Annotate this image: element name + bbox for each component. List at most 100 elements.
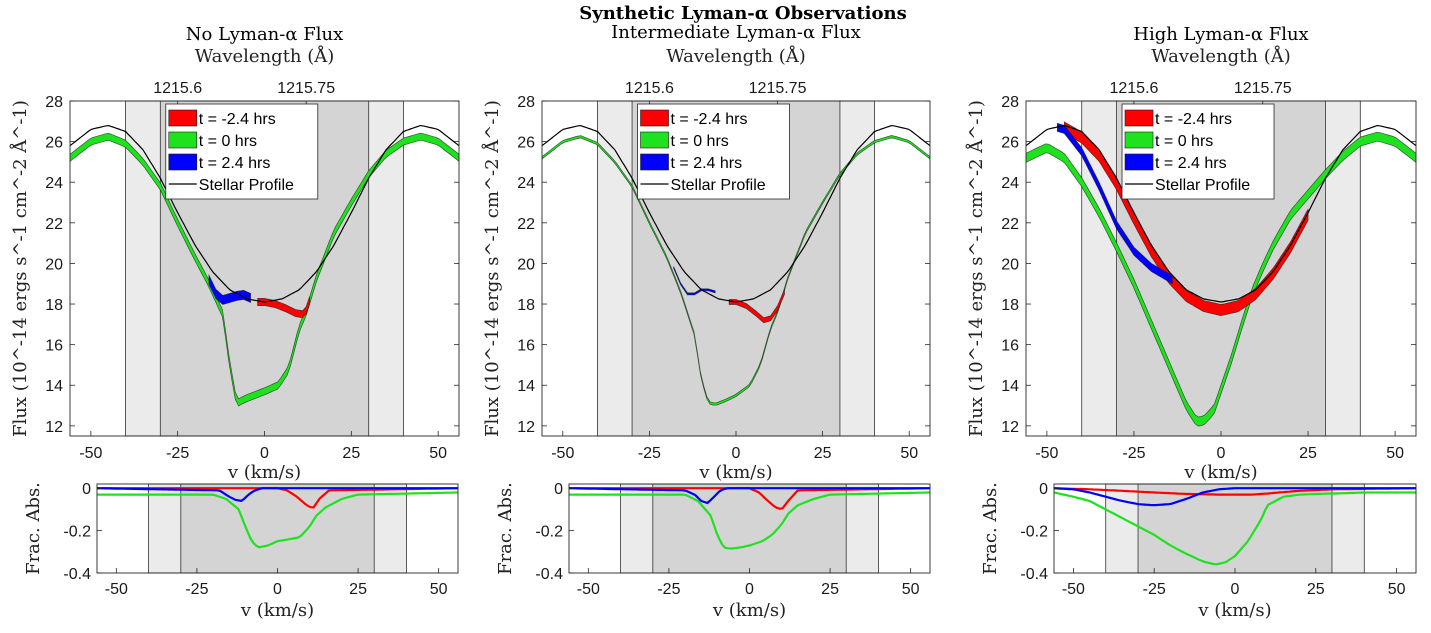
x-axis-label: v (km/s)	[1183, 462, 1257, 483]
frac-y-tick-label: -0.4	[1020, 566, 1048, 583]
top-axis-label: Wavelength (Å)	[1151, 45, 1291, 67]
legend-label: t = 2.4 hrs	[671, 155, 743, 172]
main-plot-area	[1026, 121, 1416, 427]
legend-swatch	[1124, 109, 1154, 127]
y-tick-label: 18	[45, 297, 63, 314]
legend: t = -2.4 hrs t = 0 hrs t = 2.4 hrs Stellar …	[165, 103, 319, 200]
legend-label: Stellar Profile	[671, 177, 766, 194]
frac-band-inner	[1137, 483, 1333, 574]
legend-label: Stellar Profile	[199, 177, 294, 194]
y-tick-label: 12	[517, 419, 535, 436]
series-band-minus-2-4-hrs	[728, 289, 785, 324]
top-x-tick-label: 1215.75	[1234, 80, 1292, 97]
y-tick-label: 28	[517, 94, 535, 111]
y-tick-label: 28	[1001, 94, 1019, 111]
main-plot-area	[70, 124, 459, 407]
y-axis-label: Flux (10^-14 ergs s^-1 cm^-2 Å^-1)	[481, 100, 503, 437]
legend-swatch	[168, 131, 198, 149]
x-tick-label: -50	[551, 445, 574, 462]
frac-y-tick-label: 0	[1039, 481, 1048, 498]
frac-x-tick-label: -50	[577, 581, 600, 598]
frac-x-tick-label: 50	[1388, 581, 1406, 598]
frac-y-tick-label: -0.4	[535, 566, 563, 583]
stellar-profile-line	[70, 124, 459, 303]
y-tick-label: 28	[45, 94, 63, 111]
legend-label: t = -2.4 hrs	[671, 111, 748, 128]
y-tick-label: 26	[517, 135, 535, 152]
frac-x-tick-label: 25	[349, 581, 367, 598]
frac-line-0-hrs	[97, 491, 458, 549]
legend-label: t = 0 hrs	[671, 133, 729, 150]
panel-title: No Lyman-α Flux	[186, 24, 343, 45]
frac-y-tick-label: 0	[554, 481, 563, 498]
frac-line-plus-2-4-hrs	[1053, 487, 1416, 507]
legend: t = -2.4 hrs t = 0 hrs t = 2.4 hrs Stellar …	[1121, 103, 1275, 200]
panel-3: High Lyman-α Flux 12 14 16 18 20 22 24 26 28 -50 -2…	[965, 24, 1417, 621]
frac-x-tick-label: 0	[273, 581, 282, 598]
series-band-0-hrs	[70, 132, 459, 407]
frac-y-tick-label: -0.2	[535, 524, 563, 541]
x-tick-label: 0	[732, 445, 741, 462]
series-band-0-hrs	[1026, 131, 1416, 427]
y-tick-label: 16	[45, 338, 63, 355]
y-tick-label: 12	[45, 419, 63, 436]
frac-x-tick-label: 50	[430, 581, 448, 598]
y-axis-label: Flux (10^-14 ergs s^-1 cm^-2 Å^-1)	[965, 100, 987, 437]
frac-line-0-hrs	[569, 491, 930, 550]
x-axis-label: v (km/s)	[698, 462, 772, 483]
x-tick-label: 50	[1386, 445, 1404, 462]
frac-x-axis-label: v (km/s)	[1197, 600, 1271, 621]
frac-x-tick-label: 0	[745, 581, 754, 598]
legend-label: t = 0 hrs	[199, 133, 257, 150]
legend-swatch	[640, 153, 669, 171]
legend-label: t = -2.4 hrs	[1155, 111, 1232, 128]
frac-abs-subplot: 0 -0.2 -0.4 -50 -25 0 25 50 v (km/s) Frac. Abs.	[980, 481, 1417, 621]
x-tick-label: 50	[429, 445, 447, 462]
legend-label: t = 2.4 hrs	[1155, 155, 1227, 172]
frac-x-tick-label: -50	[1062, 581, 1085, 598]
frac-line-plus-2-4-hrs	[568, 487, 930, 505]
y-tick-label: 20	[1001, 256, 1019, 273]
frac-abs-subplot: 0 -0.2 -0.4 -50 -25 0 25 50 v (km/s) Frac. Abs.	[23, 481, 459, 621]
frac-x-tick-label: -25	[185, 581, 208, 598]
y-tick-label: 24	[1001, 175, 1019, 192]
y-tick-label: 16	[517, 338, 535, 355]
y-tick-label: 18	[517, 297, 535, 314]
legend-swatch	[1124, 153, 1154, 171]
legend-swatch	[1124, 131, 1154, 149]
panel-title: Intermediate Lyman-α Flux	[611, 22, 861, 43]
x-axis-label: v (km/s)	[227, 462, 301, 483]
x-tick-label: 25	[342, 445, 360, 462]
legend-swatch	[640, 131, 669, 149]
y-tick-label: 22	[1001, 216, 1019, 233]
y-tick-label: 24	[45, 175, 63, 192]
x-tick-label: 0	[260, 445, 269, 462]
panel-2: Intermediate Lyman-α Flux 12 14 16 18 20 22 24 2…	[481, 22, 931, 621]
y-tick-label: 14	[1001, 378, 1019, 395]
series-band-0-hrs	[542, 135, 930, 406]
frac-x-tick-label: 0	[1231, 581, 1240, 598]
frac-x-tick-label: -25	[657, 581, 680, 598]
top-x-tick-label: 1215.6	[625, 80, 674, 97]
frac-x-axis-label: v (km/s)	[712, 600, 786, 621]
legend-label: t = 0 hrs	[1155, 133, 1213, 150]
frac-x-tick-label: -50	[105, 581, 128, 598]
frac-y-tick-label: -0.2	[63, 524, 91, 541]
y-tick-label: 18	[1001, 297, 1019, 314]
top-x-tick-label: 1215.75	[277, 80, 335, 97]
stellar-profile-line	[542, 124, 930, 303]
y-tick-label: 14	[517, 378, 535, 395]
x-tick-label: 50	[900, 445, 918, 462]
top-x-tick-label: 1215.6	[1109, 80, 1158, 97]
top-axis-label: Wavelength (Å)	[666, 45, 806, 67]
x-tick-label: -50	[1035, 445, 1058, 462]
frac-x-tick-label: 25	[1307, 581, 1325, 598]
x-tick-label: 25	[814, 445, 832, 462]
series-band-plus-2-4-hrs	[1056, 122, 1173, 285]
frac-line-plus-2-4-hrs	[96, 487, 458, 502]
legend-label: Stellar Profile	[1155, 177, 1250, 194]
stellar-profile-line	[1026, 124, 1416, 303]
frac-y-axis-label: Frac. Abs.	[23, 482, 44, 575]
y-tick-label: 26	[1001, 135, 1019, 152]
frac-x-tick-label: 50	[902, 581, 920, 598]
